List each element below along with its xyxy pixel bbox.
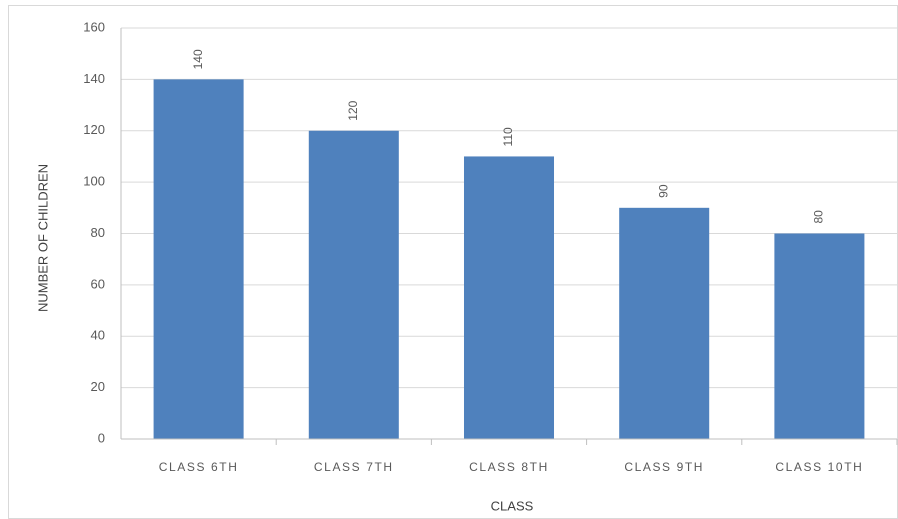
y-axis-title: NUMBER OF CHILDREN [35, 164, 50, 312]
y-tick-label: 120 [83, 122, 105, 137]
x-tick-label: CLASS 6TH [159, 460, 239, 474]
bar [153, 79, 244, 439]
y-tick-label: 80 [91, 225, 105, 240]
data-label: 90 [656, 184, 670, 198]
data-label: 80 [812, 210, 826, 224]
bar [463, 156, 555, 439]
bar [308, 130, 399, 439]
y-tick-label: 40 [91, 328, 105, 343]
y-tick-label: 0 [98, 430, 105, 445]
y-tick-label: 160 [83, 19, 105, 34]
x-tick-label: CLASS 8TH [469, 460, 549, 474]
data-label: 140 [191, 49, 205, 69]
y-tick-label: 100 [83, 174, 105, 189]
data-label: 110 [501, 127, 515, 146]
x-tick-label: CLASS 7TH [314, 460, 394, 474]
chart-frame [8, 5, 898, 519]
x-tick-label: CLASS 10TH [775, 460, 863, 474]
y-tick-label: 20 [91, 379, 105, 394]
bar [774, 233, 865, 439]
bar [619, 207, 710, 439]
x-tick-label: CLASS 9TH [624, 460, 704, 474]
y-tick-label: 60 [91, 276, 105, 291]
data-label: 120 [346, 100, 360, 120]
y-tick-label: 140 [83, 71, 105, 86]
x-axis-title: CLASS [491, 498, 534, 513]
